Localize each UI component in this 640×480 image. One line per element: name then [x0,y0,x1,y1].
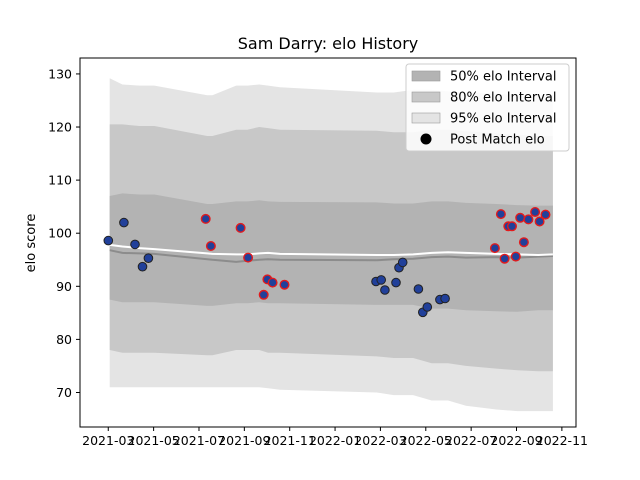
post-match-point-17 [391,277,401,288]
post-match-point-16 [380,285,390,295]
x-tick-label-2021-05: 2021-05 [128,433,180,448]
x-axis: 2021-032021-052021-072021-092021-112022-… [82,427,588,448]
post-match-point-1 [103,235,114,246]
y-tick-label-130: 130 [48,66,72,81]
post-match-point-29 [507,221,518,232]
post-match-point-9 [243,252,254,263]
post-match-point-35 [534,216,545,227]
legend-swatch-band_50 [411,70,441,82]
plot-area [103,78,553,412]
post-match-point-36 [540,209,551,220]
interval-bands [109,78,553,412]
x-tick-label-2022-03: 2022-03 [354,433,406,448]
legend-swatch-band_80 [411,91,441,103]
y-tick-label-90: 90 [56,279,72,294]
y-tick-label-80: 80 [56,332,72,347]
post-match-point-3 [130,239,140,250]
post-match-point-20 [413,284,424,294]
y-tick-label-70: 70 [56,385,72,400]
plot-frame [79,57,577,428]
post-match-point-8 [235,222,246,233]
chart-title: Sam Darry: elo History [238,34,419,53]
x-tick-label-2021-11: 2021-11 [264,433,316,448]
post-match-point-34 [530,206,541,217]
x-tick-label-2021-09: 2021-09 [218,433,270,448]
post-match-point-26 [495,209,506,220]
legend-label-band_95: 95% elo Interval [450,112,557,127]
post-match-point-33 [523,214,534,225]
x-tick-label-2022-11: 2022-11 [536,433,588,448]
x-tick-label-2022-07: 2022-07 [445,433,497,448]
legend-label-band_80: 80% elo Interval [450,91,557,106]
x-tick-label-2021-07: 2021-07 [173,433,225,448]
post-match-point-6 [200,213,211,224]
post-match-point-12 [267,277,278,288]
post-match-point-19 [397,257,408,268]
post-match-point-4 [137,261,148,272]
y-tick-label-100: 100 [48,226,72,241]
x-tick-label-2022-05: 2022-05 [400,433,452,448]
legend: 50% elo Interval 80% elo Interval 95% elo … [405,63,570,152]
y-tick-label-110: 110 [48,173,72,188]
post-match-point-5 [143,253,154,264]
post-match-point-32 [518,237,529,248]
post-match-point-2 [119,217,129,228]
post-match-point-30 [510,251,521,262]
band-50-interval [109,193,553,312]
y-tick-label-120: 120 [48,120,72,135]
post-match-point-15 [376,275,387,285]
legend-box [405,63,570,152]
legend-label-band_50: 50% elo Interval [450,70,557,85]
post-match-point-22 [422,302,433,312]
x-tick-label-2021-03: 2021-03 [82,433,134,448]
post-match-point-24 [440,293,450,304]
legend-marker-post_match [420,133,432,145]
post-match-point-27 [499,253,510,264]
post-match-point-31 [515,212,526,223]
x-tick-label-2022-01: 2022-01 [309,433,361,448]
trend-lines [109,243,553,263]
y-axis-label: elo score [24,214,39,273]
post-match-point-25 [489,243,500,254]
post-match-point-7 [205,240,216,251]
current-elo-line [109,243,553,257]
post-match-point-13 [279,279,290,290]
legend-label-post_match: Post Match elo [450,133,545,148]
x-tick-label-2022-09: 2022-09 [490,433,542,448]
post-match-points [103,206,551,318]
mean-elo-line [109,249,553,263]
y-axis: 70 80 90 100 110 120 130 [48,66,80,400]
post-match-point-10 [258,289,269,300]
legend-swatch-band_95 [411,112,441,124]
